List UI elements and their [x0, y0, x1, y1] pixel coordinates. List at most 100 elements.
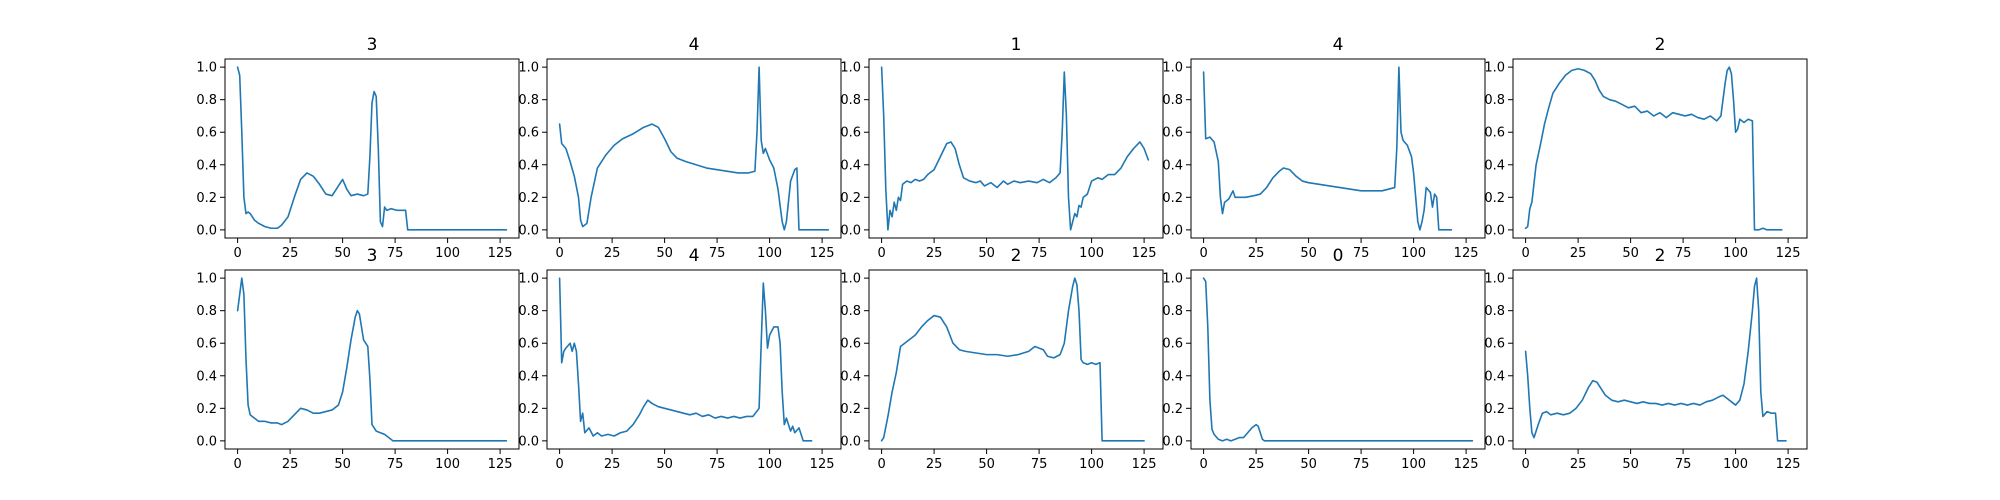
x-tick-label: 75 [387, 246, 404, 261]
x-tick-label: 0 [1521, 457, 1529, 472]
x-tick-label: 100 [1723, 246, 1748, 261]
series-line [880, 277, 1145, 442]
x-tick-label: 100 [757, 457, 782, 472]
y-tick-label: 1.0 [518, 61, 539, 76]
y-tick-label: 0.6 [840, 126, 861, 141]
y-tick-label: 0.2 [840, 191, 861, 206]
y-tick-label: 0.2 [196, 402, 217, 417]
y-tick-label: 0.4 [196, 158, 217, 173]
x-tick-label: 25 [1248, 246, 1265, 261]
y-tick-label: 0.0 [518, 434, 539, 449]
x-tick-label: 125 [1454, 457, 1479, 472]
y-tick-label: 0.8 [518, 93, 539, 108]
x-tick-label: 125 [1132, 246, 1157, 261]
subplot-7: 4 0 25 50 75 100 125 0.0 0.2 0.4 0.6 0.8 1.0 [518, 246, 842, 472]
x-tick-label: 50 [978, 457, 995, 472]
x-tick-label: 50 [656, 246, 673, 261]
y-tick-label: 0.2 [1162, 191, 1183, 206]
x-tick-label: 50 [1300, 457, 1317, 472]
y-tick-label: 0.2 [1162, 402, 1183, 417]
x-tick-label: 0 [555, 457, 563, 472]
x-tick-label: 125 [1132, 457, 1157, 472]
x-tick-label: 50 [978, 246, 995, 261]
series-line [880, 66, 1150, 231]
y-tick-label: 0.6 [1162, 126, 1183, 141]
x-tick-label: 75 [1353, 246, 1370, 261]
y-tick-label: 1.0 [840, 61, 861, 76]
y-tick-label: 1.0 [840, 272, 861, 287]
x-tick-label: 50 [1622, 457, 1639, 472]
x-tick-label: 50 [334, 246, 351, 261]
y-tick-label: 0.8 [1484, 304, 1505, 319]
x-tick-label: 0 [233, 457, 241, 472]
x-tick-label: 0 [1199, 246, 1207, 261]
x-tick-label: 25 [1248, 457, 1265, 472]
y-tick-label: 0.8 [196, 93, 217, 108]
subplot-title: 4 [689, 246, 700, 266]
x-tick-label: 75 [1031, 457, 1048, 472]
x-tick-label: 25 [1570, 246, 1587, 261]
y-tick-label: 0.6 [196, 126, 217, 141]
y-tick-label: 0.2 [518, 402, 539, 417]
subplot-title: 2 [1011, 246, 1022, 266]
subplot-title: 2 [1655, 35, 1666, 55]
x-tick-label: 25 [926, 457, 943, 472]
y-tick-label: 0.0 [1162, 434, 1183, 449]
y-tick-label: 0.8 [518, 304, 539, 319]
x-tick-label: 100 [435, 246, 460, 261]
subplot-title: 2 [1655, 246, 1666, 266]
axes-frame [1190, 269, 1486, 450]
x-tick-label: 0 [877, 457, 885, 472]
y-tick-label: 0.2 [1484, 191, 1505, 206]
axes-frame [546, 269, 842, 450]
x-tick-label: 100 [1401, 457, 1426, 472]
subplot-8: 2 0 25 50 75 100 125 0.0 0.2 0.4 0.6 0.8 1.0 [840, 246, 1164, 472]
y-tick-label: 0.2 [196, 191, 217, 206]
y-tick-label: 0.0 [840, 434, 861, 449]
y-tick-label: 0.0 [518, 223, 539, 238]
subplot-title: 4 [1333, 35, 1344, 55]
subplot-4: 4 0 25 50 75 100 125 0.0 0.2 0.4 0.6 0.8 1.0 [1162, 35, 1486, 261]
series-line [236, 277, 508, 442]
axes-frame [224, 58, 520, 239]
subplot-title: 1 [1011, 35, 1022, 55]
y-tick-label: 0.6 [518, 337, 539, 352]
x-tick-label: 100 [1079, 457, 1104, 472]
axes-frame [546, 58, 842, 239]
y-tick-label: 0.4 [1484, 158, 1505, 173]
x-tick-label: 0 [233, 246, 241, 261]
x-tick-label: 100 [1723, 457, 1748, 472]
x-tick-label: 100 [1401, 246, 1426, 261]
axes-frame [224, 269, 520, 450]
x-tick-label: 25 [604, 246, 621, 261]
x-tick-label: 75 [709, 457, 726, 472]
subplot-1: 3 0 25 50 75 100 125 0.0 0.2 0.4 0.6 0.8 1.0 [196, 35, 520, 261]
y-tick-label: 1.0 [1484, 272, 1505, 287]
x-tick-label: 0 [1521, 246, 1529, 261]
y-tick-label: 0.8 [1162, 93, 1183, 108]
y-tick-label: 0.4 [1162, 369, 1183, 384]
subplot-title: 0 [1333, 246, 1344, 266]
x-tick-label: 100 [757, 246, 782, 261]
y-tick-label: 1.0 [1484, 61, 1505, 76]
axes-frame [868, 269, 1164, 450]
y-tick-label: 0.0 [1484, 434, 1505, 449]
y-tick-label: 1.0 [196, 272, 217, 287]
series-line [1524, 277, 1787, 442]
y-tick-label: 0.4 [840, 369, 861, 384]
x-tick-label: 25 [926, 246, 943, 261]
series-line [558, 277, 813, 442]
series-line [558, 66, 830, 231]
y-tick-label: 0.2 [518, 191, 539, 206]
y-tick-label: 0.6 [196, 337, 217, 352]
y-tick-label: 0.2 [1484, 402, 1505, 417]
axes-frame [1190, 58, 1486, 239]
x-tick-label: 25 [604, 457, 621, 472]
y-tick-label: 0.4 [518, 369, 539, 384]
subplot-6: 3 0 25 50 75 100 125 0.0 0.2 0.4 0.6 0.8 1.0 [196, 246, 520, 472]
x-tick-label: 125 [1454, 246, 1479, 261]
y-tick-label: 1.0 [1162, 61, 1183, 76]
x-tick-label: 50 [656, 457, 673, 472]
x-tick-label: 125 [810, 457, 835, 472]
